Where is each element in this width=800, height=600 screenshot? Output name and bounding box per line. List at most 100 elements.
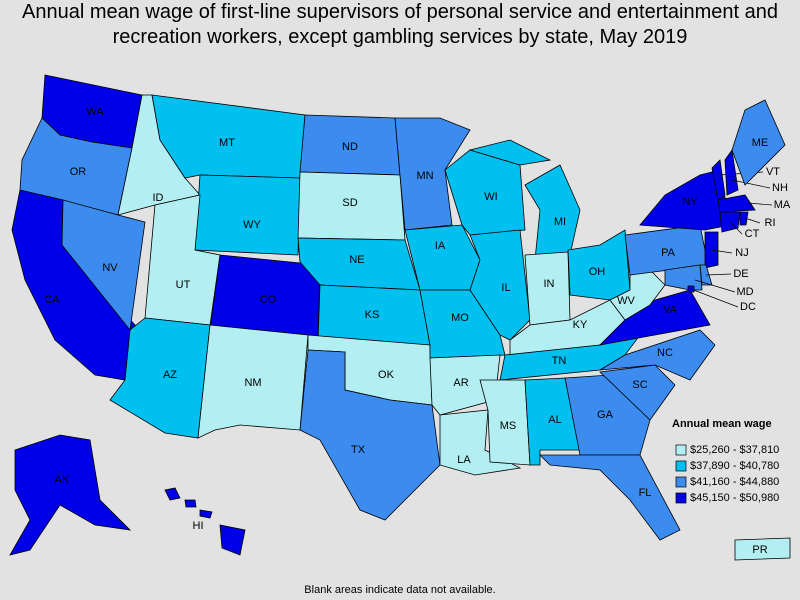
state-shape [479, 379, 531, 466]
state-shape [394, 117, 471, 231]
state-label: MI [554, 216, 566, 228]
state-label: RI [765, 217, 776, 229]
leader-line [731, 179, 771, 189]
state-label: KY [573, 319, 588, 331]
state-label: DE [733, 268, 748, 280]
state-label: NH [772, 182, 788, 194]
state-label: AL [548, 414, 561, 426]
state-label: VA [663, 304, 678, 316]
state-label: NC [657, 347, 673, 359]
state-label: DC [740, 301, 756, 313]
state [599, 364, 676, 421]
state-shape [717, 194, 756, 213]
state-label: ME [752, 137, 769, 149]
state [599, 329, 716, 381]
state-shape [704, 231, 719, 269]
state-label: IL [501, 282, 510, 294]
state-label: OR [70, 166, 87, 178]
state-shape [564, 374, 651, 456]
state-label: PA [661, 247, 676, 259]
state [164, 487, 246, 556]
state-shape [9, 434, 132, 556]
state-label: CO [260, 294, 277, 306]
state-label: WI [484, 191, 497, 203]
state [61, 199, 146, 331]
state [731, 99, 786, 186]
legend-label: $37,890 - $40,780 [690, 460, 779, 472]
state-label: SD [342, 197, 357, 209]
state-label: NY [682, 196, 698, 208]
state-shape [539, 454, 681, 541]
map-title: Annual mean wage of first-line superviso… [22, 1, 778, 48]
state-label: FL [639, 487, 652, 499]
leader-line [690, 288, 739, 308]
state [394, 117, 471, 231]
state-shape [199, 509, 213, 519]
legend-swatch [675, 492, 687, 504]
state-shape [184, 499, 197, 508]
state [598, 289, 711, 346]
state-label: MS [500, 420, 517, 432]
legend-label: $25,260 - $37,810 [690, 444, 779, 456]
state-label: KS [365, 309, 380, 321]
state-shape [219, 524, 246, 556]
state-label: NM [244, 377, 261, 389]
state [704, 231, 719, 269]
state [564, 374, 651, 456]
state-label: AZ [163, 369, 177, 381]
state-label: CA [44, 294, 60, 306]
state-label: VT [766, 166, 780, 178]
state-shape [731, 99, 786, 186]
state-label: ND [342, 141, 358, 153]
state-label: MO [451, 312, 469, 324]
state-label: NE [349, 254, 364, 266]
state-label: MA [774, 199, 791, 211]
legend-title: Annual mean wage [672, 418, 772, 430]
state-label: MD [736, 286, 753, 298]
state-shape [734, 537, 791, 561]
legend-swatch [675, 460, 687, 472]
state-label: WY [243, 219, 261, 231]
leader-line [744, 217, 761, 224]
state [739, 211, 749, 226]
state-label: CT [745, 228, 760, 240]
state-label: WV [617, 295, 635, 307]
state-label: UT [176, 279, 191, 291]
state [664, 264, 703, 291]
state [734, 537, 791, 561]
state [9, 434, 132, 556]
leader-line [711, 249, 733, 254]
state [711, 159, 726, 201]
state-shape [599, 364, 676, 421]
state [429, 354, 501, 416]
state-label: OH [589, 266, 606, 278]
state-label: AR [453, 377, 468, 389]
state [444, 139, 552, 236]
state-shape [724, 148, 739, 196]
state-shape [429, 354, 501, 416]
state [717, 194, 756, 213]
state-label: PR [752, 544, 767, 556]
state-label: SC [632, 379, 647, 391]
state-label: AK [55, 474, 70, 486]
state [539, 454, 681, 541]
footnote: Blank areas indicate data not available. [304, 584, 496, 596]
state-label: IA [435, 240, 446, 252]
state [609, 269, 666, 321]
state-shape [664, 264, 703, 291]
state-shape [164, 487, 181, 501]
legend-swatch [675, 476, 687, 488]
state-shape [524, 164, 581, 261]
state-label: NJ [735, 247, 748, 259]
state [194, 174, 301, 256]
state-label: IN [544, 278, 555, 290]
leader-line [694, 279, 736, 293]
legend-swatch [675, 444, 687, 456]
state-label: LA [457, 454, 471, 466]
state-label: NV [102, 262, 118, 274]
state-label: TX [351, 444, 366, 456]
state-label: WA [86, 106, 104, 118]
leader-line [729, 221, 743, 235]
state-shape [599, 329, 716, 381]
